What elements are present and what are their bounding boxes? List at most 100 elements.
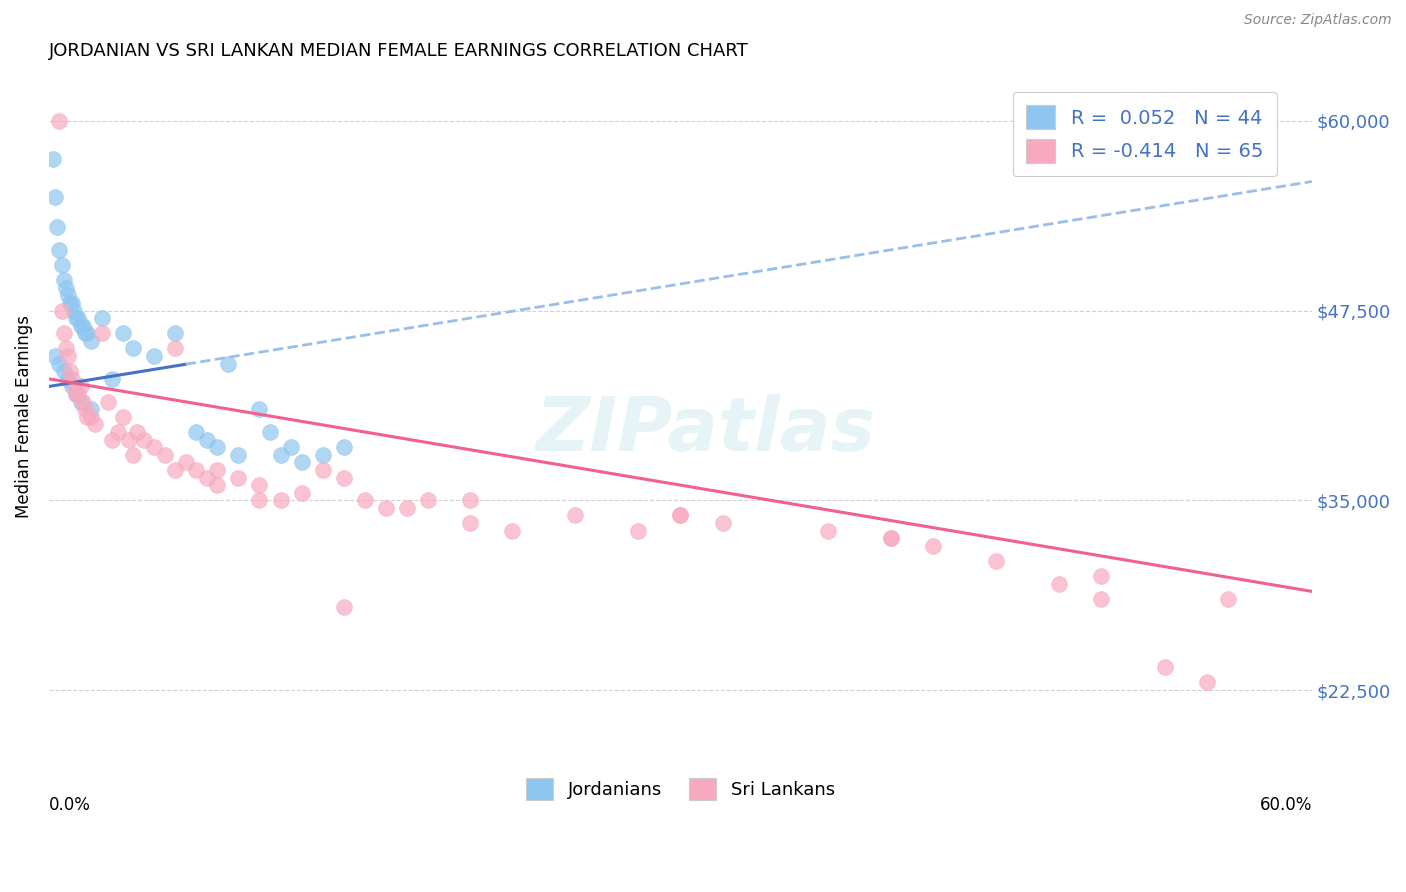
Point bbox=[880, 531, 903, 545]
Point bbox=[249, 402, 271, 417]
Point bbox=[270, 493, 292, 508]
Point bbox=[290, 485, 312, 500]
Point bbox=[65, 387, 87, 401]
Point bbox=[374, 500, 396, 515]
Point bbox=[101, 372, 124, 386]
Point bbox=[101, 433, 124, 447]
Point bbox=[51, 303, 73, 318]
Point bbox=[44, 189, 66, 203]
Point bbox=[986, 554, 1008, 568]
Point bbox=[1090, 569, 1112, 583]
Point bbox=[118, 433, 141, 447]
Text: ZIPatlas: ZIPatlas bbox=[536, 394, 876, 467]
Point bbox=[80, 402, 103, 417]
Point bbox=[249, 493, 271, 508]
Point bbox=[76, 409, 98, 424]
Point bbox=[353, 493, 375, 508]
Point bbox=[111, 409, 134, 424]
Point bbox=[59, 364, 82, 378]
Point bbox=[63, 303, 86, 318]
Point bbox=[669, 508, 692, 523]
Point bbox=[72, 318, 94, 333]
Point bbox=[46, 220, 69, 235]
Point bbox=[165, 326, 187, 341]
Point bbox=[72, 394, 94, 409]
Point bbox=[127, 425, 149, 439]
Text: JORDANIAN VS SRI LANKAN MEDIAN FEMALE EARNINGS CORRELATION CHART: JORDANIAN VS SRI LANKAN MEDIAN FEMALE EA… bbox=[49, 42, 749, 60]
Point bbox=[90, 311, 112, 326]
Point bbox=[67, 311, 90, 326]
Point bbox=[217, 357, 239, 371]
Point bbox=[711, 516, 734, 530]
Point bbox=[174, 455, 197, 469]
Point bbox=[122, 342, 145, 356]
Y-axis label: Median Female Earnings: Median Female Earnings bbox=[15, 315, 32, 518]
Point bbox=[107, 425, 129, 439]
Point bbox=[52, 364, 75, 378]
Point bbox=[1153, 660, 1175, 674]
Point bbox=[80, 334, 103, 348]
Point bbox=[97, 394, 120, 409]
Point bbox=[564, 508, 586, 523]
Point bbox=[56, 349, 79, 363]
Point bbox=[186, 425, 208, 439]
Point bbox=[458, 493, 481, 508]
Point bbox=[207, 440, 229, 454]
Point bbox=[73, 326, 96, 341]
Point bbox=[311, 463, 333, 477]
Point bbox=[143, 440, 166, 454]
Point bbox=[186, 463, 208, 477]
Point bbox=[65, 311, 87, 326]
Point bbox=[51, 258, 73, 272]
Point bbox=[48, 243, 70, 257]
Point bbox=[416, 493, 439, 508]
Point bbox=[60, 296, 83, 310]
Point bbox=[165, 342, 187, 356]
Point bbox=[69, 394, 91, 409]
Point bbox=[207, 463, 229, 477]
Point bbox=[60, 379, 83, 393]
Point bbox=[311, 448, 333, 462]
Point bbox=[56, 288, 79, 302]
Point bbox=[817, 524, 839, 538]
Point bbox=[111, 326, 134, 341]
Point bbox=[69, 318, 91, 333]
Point bbox=[52, 326, 75, 341]
Point bbox=[67, 387, 90, 401]
Point bbox=[922, 539, 945, 553]
Point bbox=[332, 599, 354, 614]
Point bbox=[55, 342, 77, 356]
Point bbox=[143, 349, 166, 363]
Point bbox=[207, 478, 229, 492]
Point bbox=[44, 349, 66, 363]
Point bbox=[56, 372, 79, 386]
Point bbox=[1195, 675, 1218, 690]
Point bbox=[195, 470, 218, 484]
Point bbox=[195, 433, 218, 447]
Point bbox=[501, 524, 523, 538]
Point bbox=[73, 402, 96, 417]
Point bbox=[1047, 576, 1070, 591]
Point bbox=[48, 357, 70, 371]
Point bbox=[153, 448, 176, 462]
Legend: Jordanians, Sri Lankans: Jordanians, Sri Lankans bbox=[519, 771, 842, 807]
Point bbox=[90, 326, 112, 341]
Point bbox=[332, 440, 354, 454]
Point bbox=[332, 470, 354, 484]
Point bbox=[280, 440, 302, 454]
Point bbox=[627, 524, 650, 538]
Point bbox=[132, 433, 155, 447]
Point bbox=[60, 372, 83, 386]
Point bbox=[669, 508, 692, 523]
Point bbox=[76, 326, 98, 341]
Point bbox=[228, 470, 250, 484]
Point bbox=[52, 273, 75, 287]
Point bbox=[228, 448, 250, 462]
Point bbox=[165, 463, 187, 477]
Point bbox=[63, 379, 86, 393]
Point bbox=[458, 516, 481, 530]
Text: Source: ZipAtlas.com: Source: ZipAtlas.com bbox=[1244, 13, 1392, 28]
Point bbox=[80, 409, 103, 424]
Point bbox=[1216, 592, 1239, 607]
Point bbox=[395, 500, 418, 515]
